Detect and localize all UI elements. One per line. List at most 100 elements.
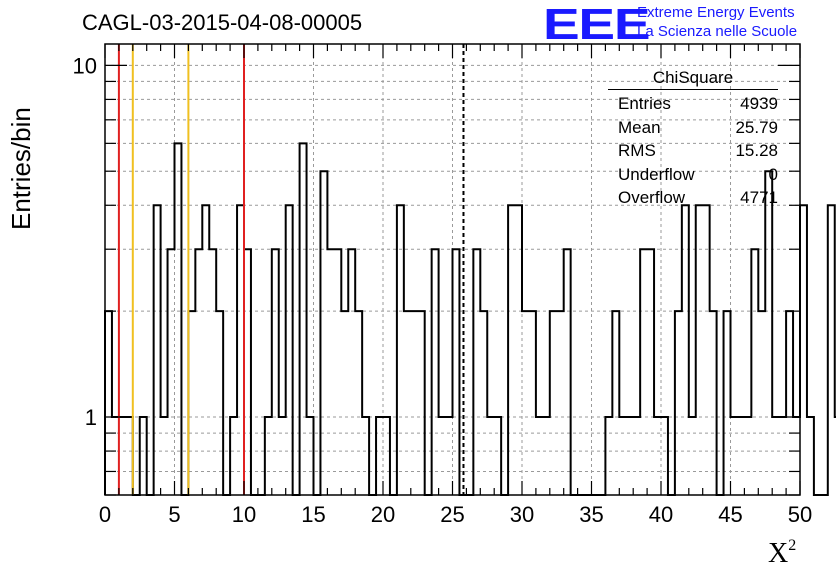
histogram-bin [675,311,682,495]
x-tick-label: 15 [301,502,325,527]
histogram-bin [334,249,341,495]
stats-value: 4771 [740,188,778,207]
histogram-bin [744,417,751,495]
stats-label: Entries [618,94,671,113]
histogram-bin [647,249,654,495]
x-tick-label: 25 [440,502,464,527]
histogram-bin [536,417,543,495]
histogram-bin [383,417,390,495]
y-axis-label: Entries/bin [6,107,36,230]
histogram-bin [765,171,772,495]
stats-row-mean: Mean 25.79 [608,116,778,140]
histogram-bin [807,417,814,495]
histogram-bin [188,311,195,495]
stats-label: Underflow [618,164,695,184]
stats-value: 15.28 [735,141,778,160]
histogram-bin [473,249,480,495]
stats-row-entries: Entries 4939 [608,92,778,116]
histogram-bin [494,417,501,495]
histogram-bin [272,249,279,495]
histogram-bin [404,311,411,495]
histogram-bin [661,417,668,495]
logo-line-1: Extreme Energy Events [637,4,795,21]
histogram-bin [355,311,362,495]
x-tick-label: 50 [788,502,812,527]
histogram-bin [800,205,807,495]
histogram-bin [439,417,446,495]
histogram-bin [731,417,738,495]
histogram-bin [605,417,612,495]
histogram-bin [522,311,529,495]
histogram-bin [175,143,182,495]
grid-lines [105,44,800,495]
histogram-bin [265,417,272,495]
stats-box: ChiSquare Entries 4939 Mean 25.79 RMS 15… [608,68,778,210]
histogram-bin [411,311,418,495]
histogram-bin [564,249,571,495]
histogram-bin [362,417,369,495]
x-axis-label: X2 [768,537,797,569]
stats-row-overflow: Overflow 4771 [608,186,778,210]
histogram-bin [446,417,453,495]
stats-value: 0 [768,164,778,184]
x-tick-label: 30 [510,502,534,527]
histogram-bin [779,417,786,495]
histogram-bin [341,311,348,495]
histogram-bin [737,417,744,495]
histogram-bin [453,249,460,495]
histogram-bin [320,171,327,495]
histogram-bin [612,311,619,495]
axis-ticks: 0 5 10 15 20 25 30 35 40 45 50 1 10 [73,44,812,527]
histogram-bin [119,417,126,495]
histogram-bin [786,311,793,495]
histogram-bin [689,417,696,495]
histogram-bin [209,249,216,495]
histogram-bin [418,311,425,495]
y-tick-label: 1 [85,405,97,430]
histogram-series [104,142,836,496]
histogram-bin [327,249,334,495]
histogram-bin [230,417,237,495]
histogram-bin [105,311,112,495]
x-tick-label: 5 [168,502,180,527]
histogram-bin [710,311,717,495]
x-tick-label: 40 [649,502,673,527]
histogram-bin [195,249,202,495]
histogram-bin [828,205,835,495]
logo-line-2: La Scienza nelle Scuole [637,23,798,40]
histogram-bin [724,311,731,495]
histogram-bin [161,417,168,495]
histogram-bin [557,311,564,495]
histogram-bin [300,143,307,495]
x-tick-label: 0 [99,502,111,527]
stats-label: Overflow [618,188,686,207]
histogram-bin [619,417,626,495]
histogram-bin [640,249,647,495]
stats-row-rms: RMS 15.28 [608,139,778,163]
y-tick-label: 10 [73,53,97,78]
histogram-bin [626,417,633,495]
histogram-bin [279,417,286,495]
histogram-bin [793,417,800,495]
histogram-bin [126,417,133,495]
x-tick-label: 45 [718,502,742,527]
histogram-bin [529,311,536,495]
chart-title: CAGL-03-2015-04-08-00005 [82,10,363,35]
histogram-outline [104,142,836,496]
histogram-bin [216,311,223,495]
x-tick-label: 10 [232,502,256,527]
histogram-bin [758,311,765,495]
histogram-bin [633,417,640,495]
histogram-bin [244,249,251,495]
stats-title: ChiSquare [608,68,778,90]
eee-logo-mark: EEE [543,0,651,49]
histogram-bin [487,417,494,495]
histogram-bin [307,417,314,495]
histogram-bin [168,249,175,495]
stats-label: Mean [618,117,661,137]
histogram-bin [140,417,147,495]
histogram-bin [654,417,661,495]
eee-logo-text: Extreme Energy Events La Scienza nelle S… [637,3,797,41]
histogram-bin [772,417,779,495]
reference-lines [117,44,465,495]
